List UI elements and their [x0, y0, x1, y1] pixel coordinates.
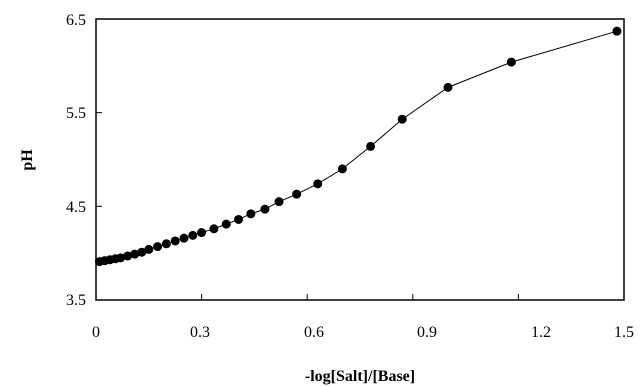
data-point	[221, 219, 231, 229]
x-tick-label: 1.5	[614, 324, 634, 341]
data-point	[260, 204, 270, 214]
data-point	[397, 114, 407, 124]
x-tick-label: 0.9	[417, 324, 437, 341]
y-axis-title: pH	[19, 149, 36, 171]
x-tick-label: 0.3	[190, 324, 210, 341]
data-point	[506, 57, 516, 67]
x-axis-title: -log[Salt]/[Base]	[305, 368, 415, 385]
data-point	[170, 236, 180, 246]
data-point	[188, 230, 198, 240]
data-point	[443, 82, 453, 92]
data-point	[292, 189, 302, 199]
x-tick-label: 0.6	[304, 324, 324, 341]
y-tick-label: 6.5	[66, 12, 86, 29]
data-point	[116, 253, 126, 263]
data-point	[366, 141, 376, 151]
data-point	[153, 242, 163, 252]
y-tick-label: 4.5	[66, 199, 86, 216]
data-point	[144, 244, 154, 254]
series-line	[99, 30, 618, 263]
axis-ticks	[95, 18, 625, 301]
data-point	[197, 228, 207, 238]
data-point	[161, 239, 171, 249]
y-tick-label: 3.5	[66, 292, 86, 309]
data-point	[612, 26, 622, 36]
x-tick-label: 1.2	[531, 324, 551, 341]
data-point	[234, 214, 244, 224]
y-tick-label: 5.5	[66, 105, 86, 122]
plot-frame	[95, 18, 625, 301]
data-point	[337, 164, 347, 174]
data-point	[209, 224, 219, 234]
data-point	[130, 249, 140, 259]
data-point	[274, 197, 284, 207]
data-point	[313, 179, 323, 189]
y-tick-labels: 3.5 4.5 5.5 6.5	[66, 12, 86, 309]
data-point	[179, 233, 189, 243]
x-tick-label: 0	[92, 324, 100, 341]
data-point	[246, 209, 256, 219]
data-point	[123, 251, 133, 261]
series-layer	[95, 26, 622, 267]
data-point	[137, 247, 147, 257]
x-tick-labels: 0 0.3 0.6 0.9 1.2 1.5	[92, 324, 634, 341]
